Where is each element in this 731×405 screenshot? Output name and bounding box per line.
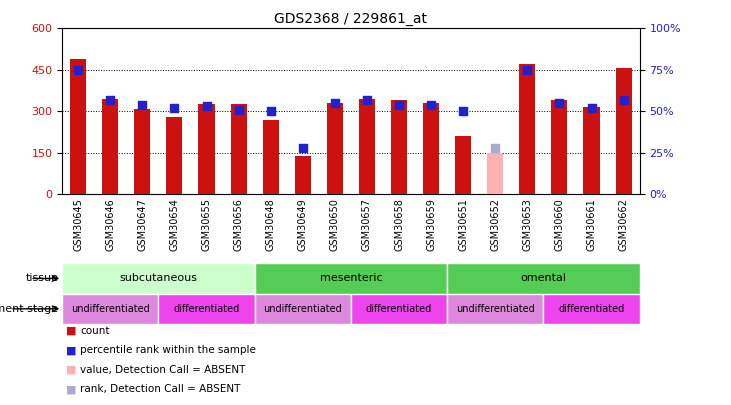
Text: differentiated: differentiated: [558, 304, 624, 314]
Text: GSM30661: GSM30661: [586, 198, 596, 251]
Text: GSM30651: GSM30651: [458, 198, 468, 251]
Text: ■: ■: [66, 365, 76, 375]
Text: value, Detection Call = ABSENT: value, Detection Call = ABSENT: [80, 365, 246, 375]
Bar: [327, 103, 343, 194]
Bar: [583, 107, 599, 194]
Bar: [102, 99, 118, 194]
Text: ■: ■: [66, 326, 76, 336]
Point: [361, 96, 373, 103]
Text: count: count: [80, 326, 110, 336]
Text: percentile rank within the sample: percentile rank within the sample: [80, 345, 257, 356]
Text: GSM30645: GSM30645: [73, 198, 83, 251]
Text: GSM30648: GSM30648: [265, 198, 276, 251]
Text: ■: ■: [66, 384, 76, 394]
Point: [105, 96, 116, 103]
Bar: [455, 136, 471, 194]
Text: GSM30646: GSM30646: [105, 198, 115, 251]
Bar: [616, 68, 632, 194]
Text: GSM30650: GSM30650: [330, 198, 340, 251]
Text: tissue: tissue: [26, 273, 58, 283]
Text: GSM30662: GSM30662: [618, 198, 629, 251]
Point: [458, 108, 469, 115]
Text: GSM30653: GSM30653: [523, 198, 532, 251]
Text: mesenteric: mesenteric: [319, 273, 382, 283]
Text: GSM30652: GSM30652: [491, 198, 500, 251]
Point: [169, 105, 181, 111]
Point: [329, 100, 341, 106]
Bar: [488, 153, 503, 194]
Text: GSM30660: GSM30660: [554, 198, 564, 251]
Point: [297, 145, 308, 151]
Bar: [199, 104, 214, 194]
Bar: [551, 100, 567, 194]
Bar: [351, 294, 447, 324]
Text: GSM30658: GSM30658: [394, 198, 404, 251]
Point: [425, 102, 437, 108]
Bar: [62, 263, 254, 294]
Point: [265, 108, 276, 115]
Text: GSM30656: GSM30656: [234, 198, 243, 251]
Text: ■: ■: [66, 345, 76, 356]
Bar: [543, 294, 640, 324]
Bar: [391, 100, 407, 194]
Bar: [254, 294, 351, 324]
Text: undifferentiated: undifferentiated: [71, 304, 150, 314]
Text: undifferentiated: undifferentiated: [456, 304, 534, 314]
Text: GSM30659: GSM30659: [426, 198, 436, 251]
Text: GSM30655: GSM30655: [202, 198, 211, 251]
Bar: [262, 119, 279, 194]
Bar: [295, 156, 311, 194]
Title: GDS2368 / 229861_at: GDS2368 / 229861_at: [274, 12, 428, 26]
Point: [72, 66, 84, 73]
Point: [200, 103, 212, 110]
Text: GSM30649: GSM30649: [298, 198, 308, 251]
Bar: [447, 263, 640, 294]
Text: differentiated: differentiated: [366, 304, 432, 314]
Point: [521, 66, 533, 73]
Bar: [519, 64, 535, 194]
Point: [586, 105, 597, 111]
Bar: [359, 99, 375, 194]
Bar: [447, 294, 543, 324]
Bar: [230, 104, 246, 194]
Point: [232, 107, 244, 113]
Text: GSM30657: GSM30657: [362, 198, 372, 251]
Bar: [70, 59, 86, 194]
Text: undifferentiated: undifferentiated: [263, 304, 342, 314]
Text: GSM30654: GSM30654: [170, 198, 179, 251]
Text: subcutaneous: subcutaneous: [119, 273, 197, 283]
Text: GSM30647: GSM30647: [137, 198, 148, 251]
Text: omental: omental: [520, 273, 567, 283]
Bar: [167, 117, 183, 194]
Text: development stage: development stage: [0, 304, 58, 314]
Text: rank, Detection Call = ABSENT: rank, Detection Call = ABSENT: [80, 384, 240, 394]
Point: [393, 102, 405, 108]
Point: [137, 102, 148, 108]
Text: differentiated: differentiated: [173, 304, 240, 314]
Bar: [159, 294, 254, 324]
Bar: [423, 103, 439, 194]
Bar: [254, 263, 447, 294]
Bar: [135, 109, 151, 194]
Bar: [62, 294, 159, 324]
Point: [618, 96, 629, 103]
Point: [490, 145, 501, 151]
Point: [553, 100, 565, 106]
